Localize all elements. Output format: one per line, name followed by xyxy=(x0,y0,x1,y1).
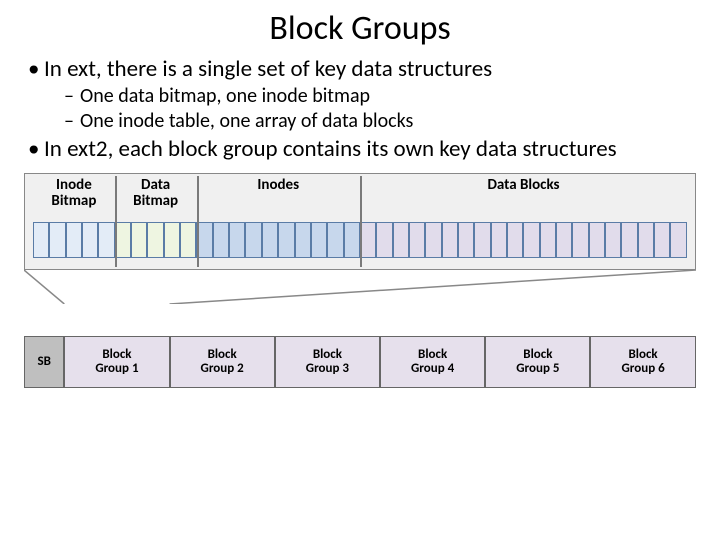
cell xyxy=(589,222,605,258)
cell xyxy=(33,222,49,258)
projection-lines xyxy=(24,270,696,304)
cell xyxy=(491,222,507,258)
bullet-text: One data bitmap, one inode bitmap xyxy=(80,84,370,108)
cell xyxy=(344,222,360,258)
block-group-box: BlockGroup 5 xyxy=(485,336,590,388)
block-groups-row: SBBlockGroup 1BlockGroup 2BlockGroup 3Bl… xyxy=(24,336,696,388)
section-divider xyxy=(197,176,199,267)
cell xyxy=(572,222,588,258)
cell xyxy=(147,222,163,258)
cell xyxy=(82,222,98,258)
cell xyxy=(409,222,425,258)
cell xyxy=(311,222,327,258)
superblock-box: SB xyxy=(24,336,64,388)
block-group-box: BlockGroup 3 xyxy=(275,336,380,388)
cell xyxy=(425,222,441,258)
cell xyxy=(393,222,409,258)
block-group-box: BlockGroup 4 xyxy=(380,336,485,388)
section-divider xyxy=(360,176,362,267)
section-label: InodeBitmap xyxy=(33,178,115,210)
cell xyxy=(507,222,523,258)
cell xyxy=(327,222,343,258)
cell xyxy=(360,222,376,258)
cell xyxy=(66,222,82,258)
section-label: Data Blocks xyxy=(360,178,687,194)
cell xyxy=(229,222,245,258)
cell xyxy=(458,222,474,258)
section-label: DataBitmap xyxy=(115,178,197,210)
cell xyxy=(523,222,539,258)
cell xyxy=(262,222,278,258)
section-label: Inodes xyxy=(197,178,360,194)
cell xyxy=(164,222,180,258)
section-divider xyxy=(115,176,117,267)
cell xyxy=(670,222,686,258)
cell xyxy=(98,222,114,258)
sub-bullet: –One data bitmap, one inode bitmap xyxy=(64,84,696,108)
bullet: •In ext2, each block group contains its … xyxy=(28,135,696,163)
block-group-box: BlockGroup 1 xyxy=(64,336,169,388)
block-group-box: BlockGroup 6 xyxy=(590,336,695,388)
cell xyxy=(638,222,654,258)
cell xyxy=(180,222,196,258)
sub-bullet: –One inode table, one array of data bloc… xyxy=(64,109,696,133)
bullet-list: •In ext, there is a single set of key da… xyxy=(24,55,696,163)
bullet-text: In ext2, each block group contains its o… xyxy=(44,135,617,163)
cell xyxy=(376,222,392,258)
cell xyxy=(605,222,621,258)
cell xyxy=(196,222,212,258)
cell xyxy=(442,222,458,258)
cell xyxy=(213,222,229,258)
cell xyxy=(654,222,670,258)
cell xyxy=(540,222,556,258)
cell xyxy=(474,222,490,258)
bullet-text: One inode table, one array of data block… xyxy=(80,109,413,133)
cell xyxy=(295,222,311,258)
bullet: •In ext, there is a single set of key da… xyxy=(28,55,696,83)
block-group-box: BlockGroup 2 xyxy=(170,336,275,388)
cell xyxy=(115,222,131,258)
cell xyxy=(49,222,65,258)
cell xyxy=(556,222,572,258)
cell xyxy=(131,222,147,258)
cell xyxy=(245,222,261,258)
cell xyxy=(278,222,294,258)
bullet-text: In ext, there is a single set of key dat… xyxy=(44,55,492,83)
cell xyxy=(621,222,637,258)
slide-title: Block Groups xyxy=(24,8,696,49)
block-group-detail-diagram: InodeBitmapDataBitmapInodesData Blocks xyxy=(24,173,696,270)
